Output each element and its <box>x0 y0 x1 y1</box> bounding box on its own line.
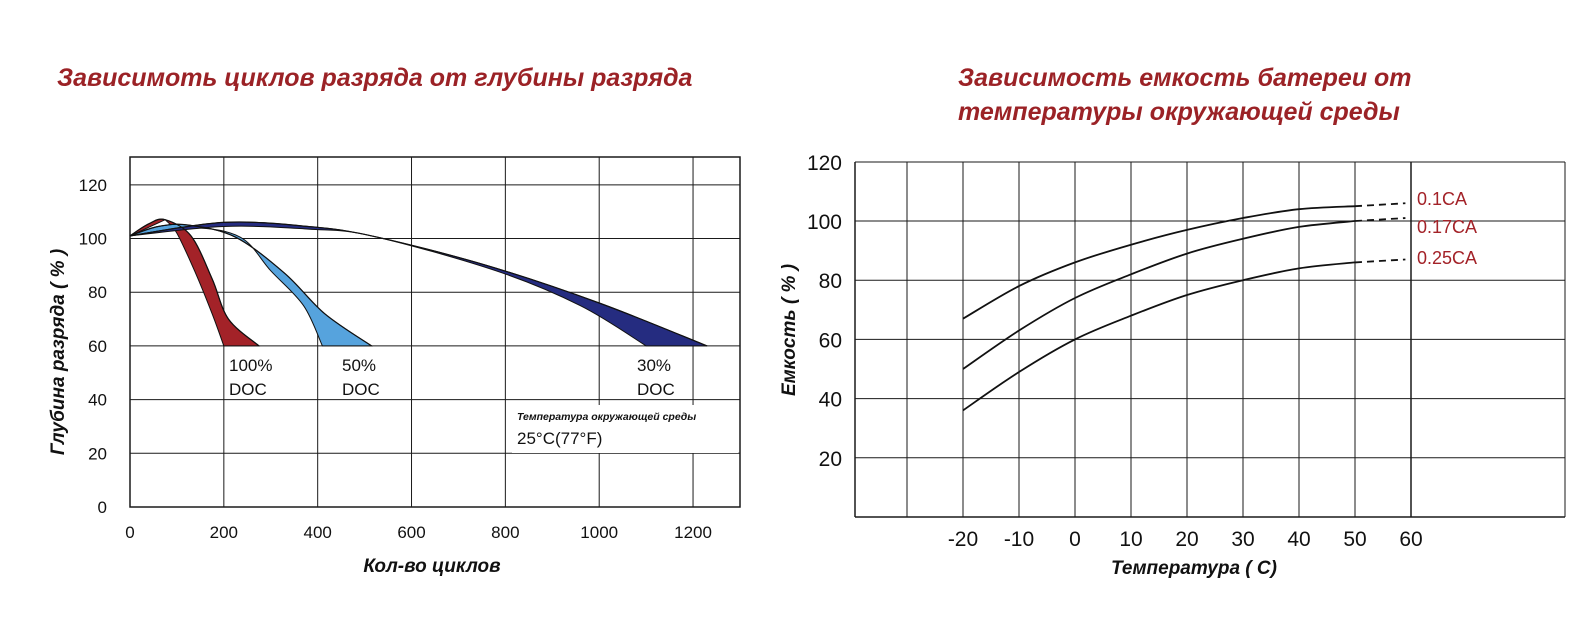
left-y-tick-label: 40 <box>88 391 107 410</box>
left-y-tick-label: 80 <box>88 283 107 302</box>
legend-label-0.17CA: 0.17CA <box>1417 217 1477 237</box>
right-chart-title-line1: Зависимость емкость батереи от <box>958 64 1412 92</box>
left-y-tick-label: 60 <box>88 337 107 356</box>
doc-label-line2-3: DOC <box>637 380 675 399</box>
right-x-tick-label: 10 <box>1119 528 1142 551</box>
right-y-tick-label: 60 <box>819 329 842 352</box>
left-x-tick-label: 1000 <box>580 523 618 542</box>
capacity-dashed-0.1CA <box>1354 202 1406 208</box>
left-plot-frame <box>129 156 741 508</box>
right-y-tick-label: 120 <box>807 152 842 175</box>
right-x-tick-label: -20 <box>948 528 978 551</box>
doc-band-3 <box>129 221 708 347</box>
temperature-box <box>512 405 738 453</box>
left-x-tick-label: 0 <box>125 523 134 542</box>
right-x-tick-label: 30 <box>1231 528 1254 551</box>
left-x-tick-label: 600 <box>397 523 425 542</box>
right-x-tick-label: 40 <box>1287 528 1310 551</box>
right-y-tick-label: 80 <box>819 270 842 293</box>
right-chart-title: Зависимость емкость батереи от температу… <box>958 61 1412 129</box>
left-x-tick-label: 400 <box>303 523 331 542</box>
left-x-tick-label: 800 <box>491 523 519 542</box>
capacity-line-0.25CA <box>962 261 1356 412</box>
doc-outer-curve-2 <box>129 223 372 347</box>
doc-label-line1-1: 100% <box>229 356 272 375</box>
doc-outer-curve-3 <box>129 221 708 347</box>
right-y-axis-label: Емкость ( % ) <box>779 264 800 396</box>
doc-label-line1-2: 50% <box>342 356 376 375</box>
doc-outer-curve-1 <box>129 218 260 347</box>
right-x-tick-label: -10 <box>1004 528 1034 551</box>
left-x-axis-label: Кол-во циклов <box>363 556 500 577</box>
right-y-tick-label: 40 <box>819 389 842 412</box>
capacity-line-0.17CA <box>962 220 1356 370</box>
left-y-tick-label: 120 <box>79 176 107 195</box>
doc-label-line2-1: DOC <box>229 380 267 399</box>
right-y-tick-label: 100 <box>807 211 842 234</box>
left-x-tick-label: 200 <box>210 523 238 542</box>
right-x-tick-label: 0 <box>1069 528 1081 551</box>
doc-label-line1-3: 30% <box>637 356 671 375</box>
right-x-tick-label: 20 <box>1175 528 1198 551</box>
temperature-annotation-value: 25°C(77°F) <box>517 429 602 448</box>
legend-label-0.1CA: 0.1CA <box>1417 189 1467 209</box>
capacity-dashed-0.17CA <box>1354 217 1406 222</box>
right-x-tick-label: 60 <box>1399 528 1422 551</box>
left-chart-title: Зависимоть циклов разряда от глубины раз… <box>57 64 693 92</box>
temperature-annotation-title: Температура окружающей среды <box>517 411 696 423</box>
capacity-dashed-0.25CA <box>1354 258 1406 264</box>
left-y-tick-label: 20 <box>88 444 107 463</box>
left-y-axis-label: Глубина разряда ( % ) <box>48 249 69 455</box>
left-y-tick-label: 0 <box>98 498 107 517</box>
left-y-tick-label: 100 <box>79 230 107 249</box>
right-chart-title-line2: температуры окружающей среды <box>958 98 1400 126</box>
right-x-axis-label: Температура ( C) <box>1111 558 1277 579</box>
left-x-tick-label: 1200 <box>674 523 712 542</box>
right-x-tick-label: 50 <box>1343 528 1366 551</box>
capacity-line-0.1CA <box>962 205 1356 320</box>
doc-label-line2-2: DOC <box>342 380 380 399</box>
legend-label-0.25CA: 0.25CA <box>1417 248 1477 268</box>
right-y-tick-label: 20 <box>819 448 842 471</box>
doc-band-2 <box>129 223 374 347</box>
